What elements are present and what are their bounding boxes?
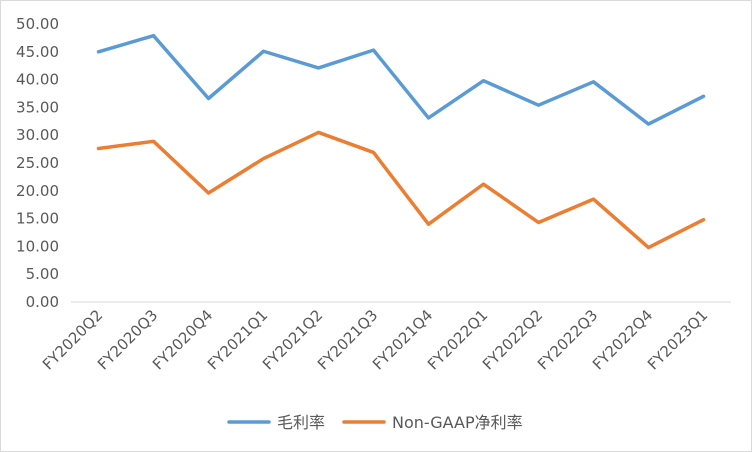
y-tick-label: 50.00 (16, 15, 59, 33)
y-tick-label: 30.00 (16, 126, 59, 144)
y-tick-label: 25.00 (16, 154, 59, 172)
legend-label-2: Non-GAAP净利率 (392, 413, 523, 432)
y-tick-label: 10.00 (16, 237, 59, 255)
series-line-1 (96, 33, 706, 126)
axis-layer: 0.00 5.00 10.00 15.00 20.00 25.00 30.00 35.00 40… (16, 15, 731, 374)
series-line-2 (96, 130, 706, 250)
legend-label-1: 毛利率 (277, 413, 325, 432)
series-layer (96, 33, 706, 250)
y-tick-label: 15.00 (16, 210, 59, 228)
y-tick-label: 20.00 (16, 182, 59, 200)
y-tick-label: 45.00 (16, 43, 59, 61)
x-tick-label: FY2023Q1 (644, 306, 711, 373)
y-tick-label: 0.00 (26, 293, 59, 311)
legend: 毛利率 Non-GAAP净利率 (227, 413, 523, 432)
y-tick-label: 35.00 (16, 98, 59, 116)
y-tick-label: 5.00 (26, 265, 59, 283)
y-tick-label: 40.00 (16, 71, 59, 89)
